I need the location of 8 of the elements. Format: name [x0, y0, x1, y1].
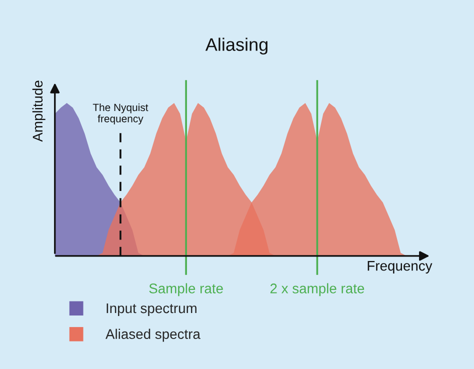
chart-title: Aliasing	[205, 38, 268, 55]
legend-label: Input spectrum	[106, 304, 196, 316]
x-tick-label: Sample rate	[149, 283, 223, 296]
y-axis-title: Amplitude	[32, 80, 46, 142]
x-tick-label: The Nyquist frequency	[92, 103, 148, 124]
x-axis-title: Frequency	[368, 261, 432, 274]
legend-label: Aliased spectra	[106, 328, 200, 342]
x-tick-label: 2 x sample rate	[270, 283, 364, 296]
